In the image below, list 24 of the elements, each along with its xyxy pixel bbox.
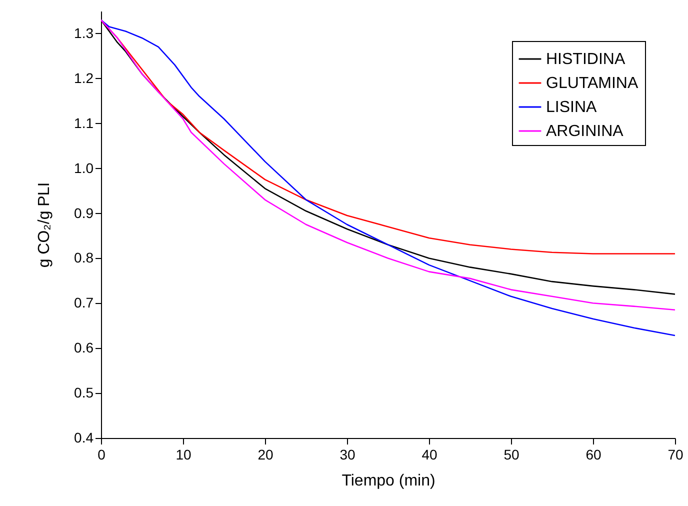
y-tick-label: 0.4 (74, 430, 94, 446)
y-tick-label: 1.3 (74, 24, 94, 41)
y-tick-label: 1.1 (74, 114, 94, 131)
x-tick-label: 0 (98, 446, 106, 462)
y-tick-label: 0.7 (74, 294, 94, 311)
y-tick-label: 0.6 (74, 340, 94, 356)
x-tick-label: 10 (176, 446, 192, 462)
y-axis-title: g CO₂/g PLI (36, 182, 54, 268)
y-tick-label: 1.0 (74, 160, 94, 176)
y-tick-label: 0.5 (74, 384, 94, 401)
x-tick-label: 40 (422, 446, 438, 462)
y-tick-label: 0.9 (74, 204, 94, 221)
y-tick-label: 0.8 (74, 250, 94, 266)
x-tick-label: 30 (340, 446, 356, 462)
legend-label: GLUTAMINA (546, 75, 638, 92)
x-tick-label: 60 (586, 446, 602, 462)
x-tick-label: 70 (668, 446, 684, 462)
legend-label: ARGININA (546, 123, 624, 140)
x-tick-label: 50 (504, 446, 520, 462)
legend-label: HISTIDINA (546, 51, 626, 68)
x-axis-title: Tiempo (min) (342, 472, 436, 490)
y-tick-label: 1.2 (74, 70, 94, 86)
x-tick-label: 20 (258, 446, 274, 462)
legend-label: LISINA (546, 99, 598, 116)
